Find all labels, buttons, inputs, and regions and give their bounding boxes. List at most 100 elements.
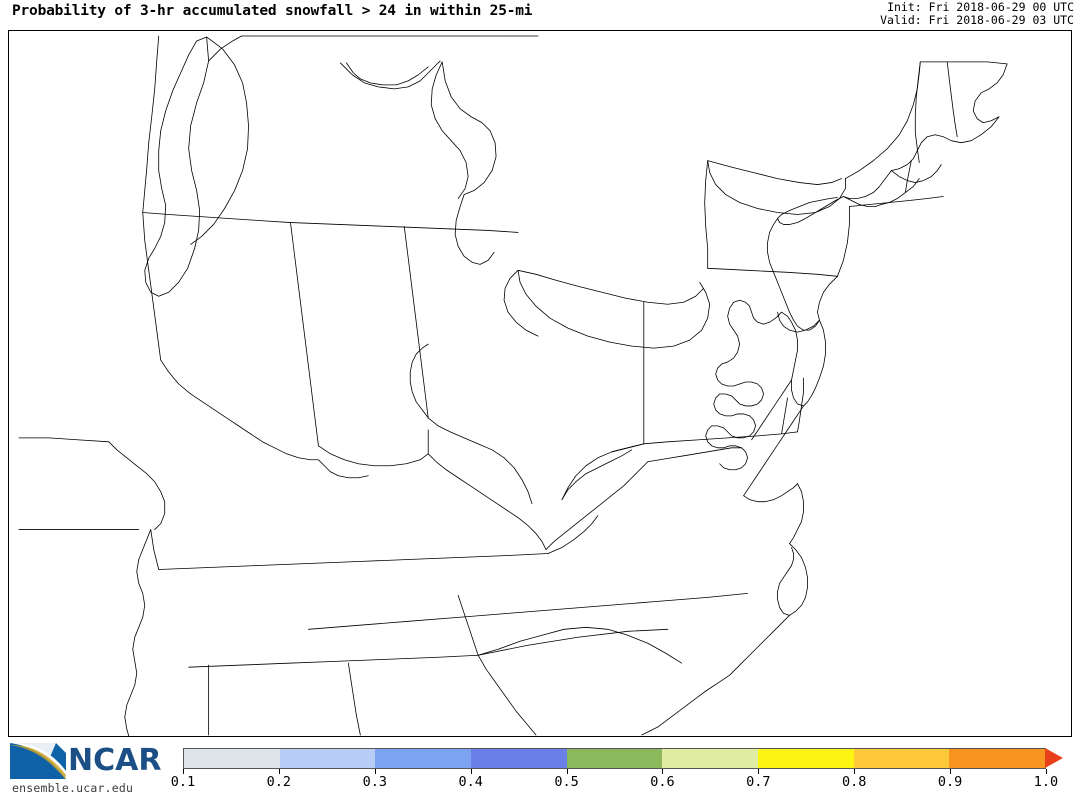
colorbar-tick-label: 0.4 [458,774,483,790]
state-border-wv-pa [561,443,645,501]
lake-huron-west [430,61,469,199]
ncar-wordmark: NCAR [68,743,162,778]
map-panel[interactable] [8,30,1072,737]
footer-bar: NCAR ensemble.ucar.edu 0.1 0.2 0.3 0.4 0.5 0.… [0,738,1080,800]
state-border-nc-tn-south [457,595,479,656]
state-border-pa-md-east [781,397,788,435]
niagara-connector [704,160,709,269]
colorbar-band-2 [375,749,472,768]
state-border-wv-va [561,449,633,501]
state-border-wi-il [142,212,289,223]
lake-michigan-outline [144,35,242,297]
header-bar: Probability of 3-hr accumulated snowfall… [0,0,1080,30]
lake-ontario-outline [707,160,846,215]
long-island-outline [777,196,882,225]
state-border-nc-sc [477,626,683,664]
coastline-outer-banks [777,543,808,616]
state-border-sc-nc-upper [477,628,669,656]
lake-erie-west-end [503,269,539,337]
state-border-vt-nh [946,61,958,138]
state-border-ga-sc [477,654,537,736]
michigan-thumb [454,194,495,265]
state-border-il-ia [142,212,162,361]
state-border-in-ky [318,459,369,479]
st-lawrence-river [845,61,921,179]
colorbar-tick [183,769,184,774]
michigan-upper-peninsula [345,62,429,86]
state-border-tn-south [188,654,479,668]
colorbar-tick-label: 0.7 [746,774,771,790]
chesapeake-bay-west-shore [705,299,782,471]
state-border-ny-vt [914,61,921,164]
colorbar-tick [1046,769,1047,774]
state-border-va-nc [308,593,749,630]
colorbar: 0.1 0.2 0.3 0.4 0.5 0.6 0.7 0.8 0.9 1.0 [171,748,1063,798]
state-border-va-tn [150,529,160,570]
coastline-new-england [890,63,1008,172]
page-title: Probability of 3-hr accumulated snowfall… [12,3,533,19]
lake-superior-outline [339,60,441,90]
state-border-pa-md [643,431,798,445]
lake-huron-outline [441,61,497,195]
colorbar-ticks [183,769,1047,775]
state-border-mi-south [288,222,519,233]
colorbar-tick [566,769,568,774]
colorbar-tick-label: 0.2 [266,774,292,790]
state-border-wi-mn [142,35,160,213]
state-border-wv-oh [427,417,533,505]
colorbar-tick [470,769,472,774]
river-ohio-lower [160,359,319,461]
river-ohio-kentucky [318,429,429,467]
colorbar-tick-label: 0.9 [937,774,963,790]
colorbar-band-1 [279,749,376,768]
state-border-va-west [545,461,649,550]
colorbar-tick [758,769,760,774]
coastline-new-jersey [767,218,820,331]
ncar-url-label: ensemble.ucar.edu [12,781,134,795]
state-border-wv-ky [427,453,547,550]
colorbar-band-0 [184,749,280,768]
colorbar-tick-label: 1.0 [1033,774,1059,790]
chesapeake-bay-east-shore [743,405,804,497]
colorbar-band-7 [853,749,950,768]
colorbar-tick [662,769,664,774]
ncar-mountain-icon [10,743,66,779]
colorbar-tick [278,769,280,774]
state-border-pa-ny [707,267,838,277]
state-border-ma-ct [849,196,944,207]
colorbar-bands [183,748,1046,769]
colorbar-tick-label: 0.5 [554,774,579,790]
colorbar-extend-arrow-icon [1045,748,1063,768]
lake-michigan-east-shore [190,36,249,245]
ncar-logo[interactable]: NCAR ensemble.ucar.edu [6,741,174,797]
state-border-al-ga [347,662,361,736]
colorbar-tick [950,769,952,774]
colorbar-tick-labels: 0.1 0.2 0.3 0.4 0.5 0.6 0.7 0.8 0.9 1.0 [171,774,1058,794]
delaware-bay-outline [777,311,820,333]
state-border-va-md-potomac [647,447,743,463]
river-ohio-upper [409,343,429,419]
chesapeake-bay-inner [751,379,792,441]
colorbar-band-3 [471,749,567,768]
colorbar-tick-label: 0.6 [650,774,675,790]
state-border-il-in [290,222,319,447]
state-border-md-de [797,377,804,433]
state-border-ct-ri [904,160,912,193]
colorbar-band-4 [566,749,663,768]
coastline-cape-cod [843,164,942,199]
coastline-south-carolina [641,690,707,736]
colorbar-tick-label: 0.8 [842,774,867,790]
init-time-label: Init: Fri 2018-06-29 00 UTC [887,0,1074,14]
coastline-virginia [743,483,804,544]
state-border-ny-east [837,206,850,277]
colorbar-band-8 [949,749,1046,768]
river-mississippi [124,529,152,736]
colorbar-tick [374,769,376,774]
state-border-md-panhandle [611,443,645,453]
state-border-pa-nj [817,275,838,321]
state-border-mo-west [18,437,110,443]
forecast-timestamps: Init: Fri 2018-06-29 00 UTC Valid: Fri 2… [880,1,1074,27]
colorbar-tick-label: 0.3 [362,774,387,790]
delmarva-coastline [781,311,826,407]
map-canvas [18,35,1008,736]
